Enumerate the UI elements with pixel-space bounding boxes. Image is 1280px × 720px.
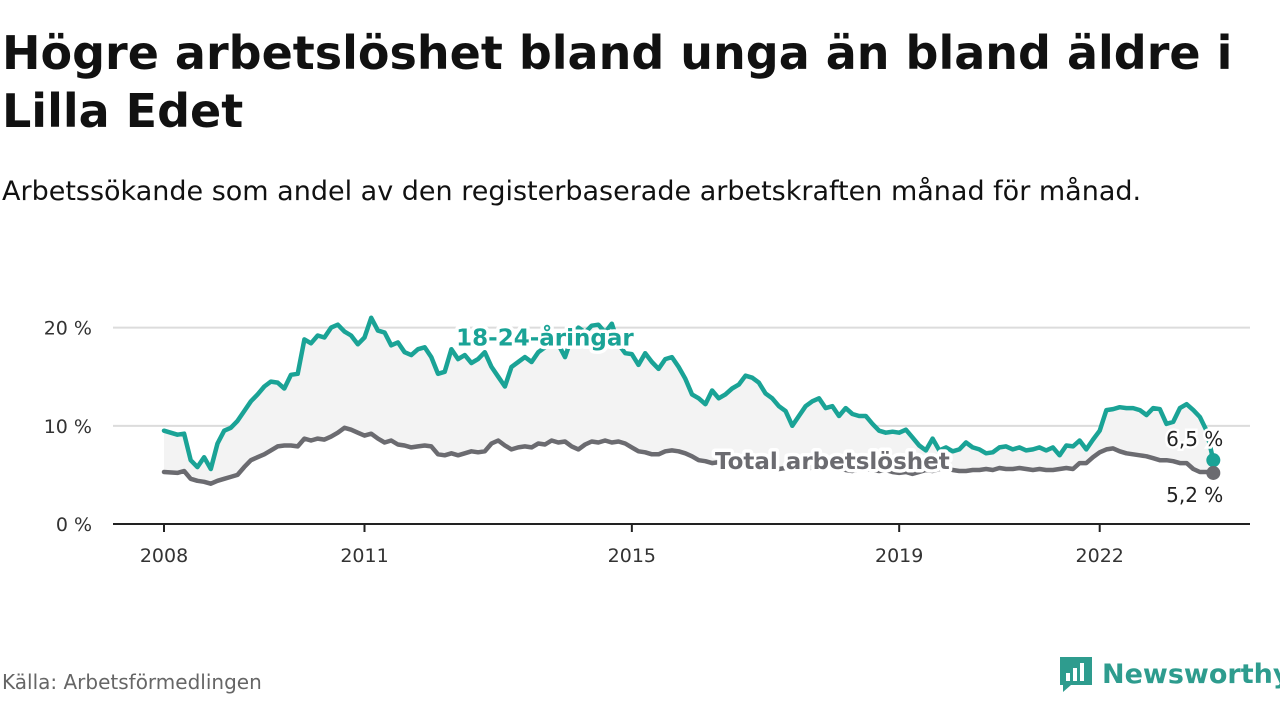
bar-chart-logo-icon bbox=[1060, 657, 1092, 692]
gap-area bbox=[164, 317, 1214, 484]
y-tick-label: 20 % bbox=[44, 318, 92, 340]
series-end-marker bbox=[1206, 465, 1221, 480]
series-end-marker bbox=[1206, 453, 1221, 468]
series-end-label: 5,2 % bbox=[1166, 483, 1223, 507]
brand-logo[interactable]: Newsworthy bbox=[1058, 654, 1280, 694]
x-tick-label: 2022 bbox=[1076, 545, 1124, 567]
y-tick-label: 10 % bbox=[44, 416, 92, 438]
chart-title: Högre arbetslöshet bland unga än bland ä… bbox=[2, 26, 1233, 138]
series-line-total bbox=[161, 425, 1216, 486]
x-tick-label: 2019 bbox=[875, 545, 923, 567]
line-chart: 0 % 10 % 20 % 2008 2011 2015 2019 2022 6,5 % 5,2 … bbox=[44, 315, 1250, 567]
chart-subtitle: Arbetssökande som andel av den registerb… bbox=[2, 176, 1142, 207]
x-tick-label: 2008 bbox=[140, 545, 188, 567]
annotation-total: Total arbetslöshet bbox=[715, 449, 950, 475]
source-note: Källa: Arbetsförmedlingen bbox=[2, 670, 262, 694]
y-tick-label: 0 % bbox=[56, 514, 92, 536]
x-tick-label: 2015 bbox=[608, 545, 656, 567]
series-end-label: 6,5 % bbox=[1166, 427, 1223, 451]
series-line-youth bbox=[161, 315, 1216, 472]
annotation-youth: 18-24-åringar bbox=[456, 324, 634, 351]
brand-name: Newsworthy bbox=[1102, 658, 1280, 690]
x-tick-label: 2011 bbox=[340, 545, 388, 567]
